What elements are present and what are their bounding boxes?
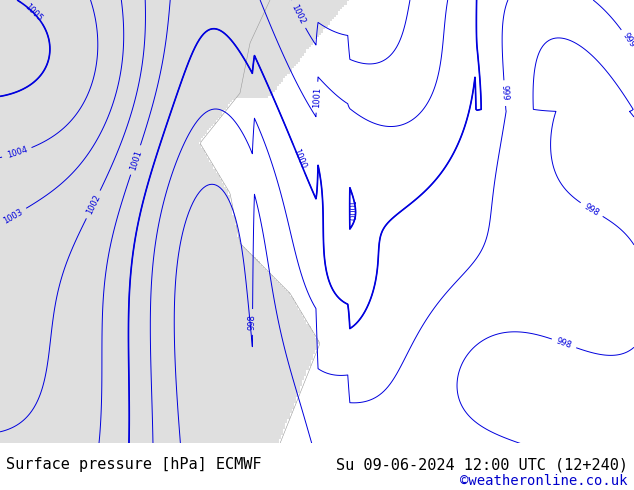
Text: 1001: 1001 — [128, 148, 143, 172]
Text: ©weatheronline.co.uk: ©weatheronline.co.uk — [460, 474, 628, 488]
Text: 1003: 1003 — [1, 207, 24, 225]
Text: 1000: 1000 — [291, 147, 307, 170]
Text: 998: 998 — [555, 337, 573, 350]
Text: 1000: 1000 — [345, 200, 354, 221]
Text: 1004: 1004 — [6, 146, 29, 160]
Text: 998: 998 — [248, 314, 257, 330]
Text: 1002: 1002 — [290, 3, 307, 25]
Text: 999: 999 — [500, 85, 510, 101]
Text: Surface pressure [hPa] ECMWF: Surface pressure [hPa] ECMWF — [6, 458, 262, 472]
Text: Su 09-06-2024 12:00 UTC (12+240): Su 09-06-2024 12:00 UTC (12+240) — [335, 458, 628, 472]
Text: 998: 998 — [583, 202, 600, 218]
Text: 1001: 1001 — [312, 86, 322, 108]
Text: 1002: 1002 — [84, 193, 102, 216]
Text: 1005: 1005 — [22, 1, 44, 23]
Text: 999: 999 — [621, 31, 634, 49]
